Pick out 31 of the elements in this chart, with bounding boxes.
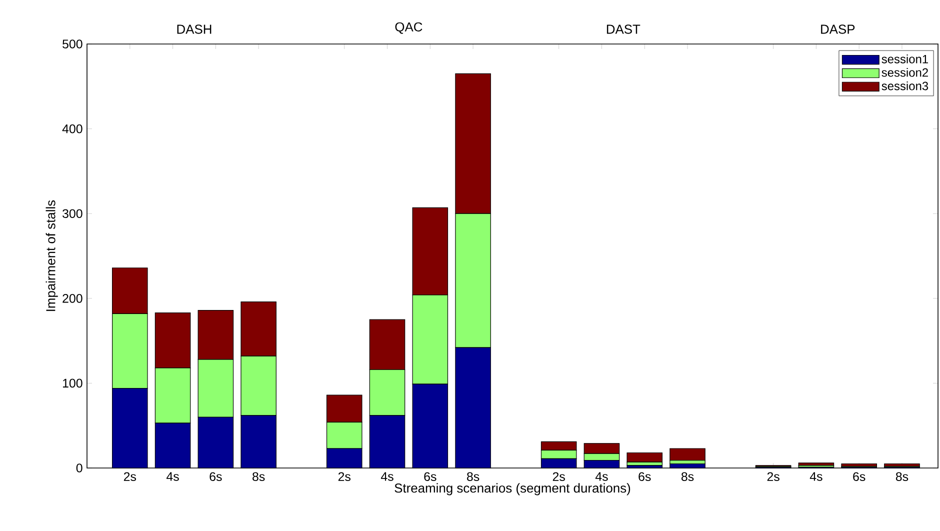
text: QAC <box>395 22 422 34</box>
y-axis-title: Impairment of stalls <box>46 200 58 311</box>
x-tick-label: 4s <box>810 472 822 481</box>
x-tick-label: 8s <box>467 472 480 482</box>
x-tick-label: 2s <box>338 472 350 482</box>
legend-label: session1 <box>882 54 928 64</box>
y-tick-label: 0 <box>76 464 82 472</box>
x-tick-label: 2s <box>767 472 780 482</box>
x-tick-label: 2s <box>552 472 565 482</box>
text: DASP <box>821 24 855 34</box>
x-tick-label: 4s <box>595 472 608 481</box>
y-tick-label: 200 <box>62 294 82 303</box>
x-tick-label: 6s <box>638 472 651 482</box>
text: DASH <box>177 24 212 34</box>
x-tick-label: 8s <box>896 472 908 482</box>
x-tick-label: 6s <box>853 472 866 482</box>
y-tick-label: 500 <box>62 40 82 48</box>
x-axis-title: Streaming scenarios (segment durations) <box>394 483 630 496</box>
x-tick-label: 6s <box>424 472 436 482</box>
legend-label: session3 <box>882 81 928 90</box>
text: DAST <box>606 24 640 34</box>
x-tick-label: 8s <box>252 472 265 482</box>
y-tick-label: 300 <box>62 209 82 218</box>
legend-label: session2 <box>882 68 928 77</box>
x-tick-label: 4s <box>166 472 179 481</box>
x-tick-label: 4s <box>380 472 394 481</box>
x-tick-label: 2s <box>124 472 136 482</box>
x-tick-label: 8s <box>681 472 694 482</box>
y-tick-label: 400 <box>62 124 82 134</box>
x-tick-label: 6s <box>210 472 222 482</box>
y-tick-label: 100 <box>62 378 82 388</box>
